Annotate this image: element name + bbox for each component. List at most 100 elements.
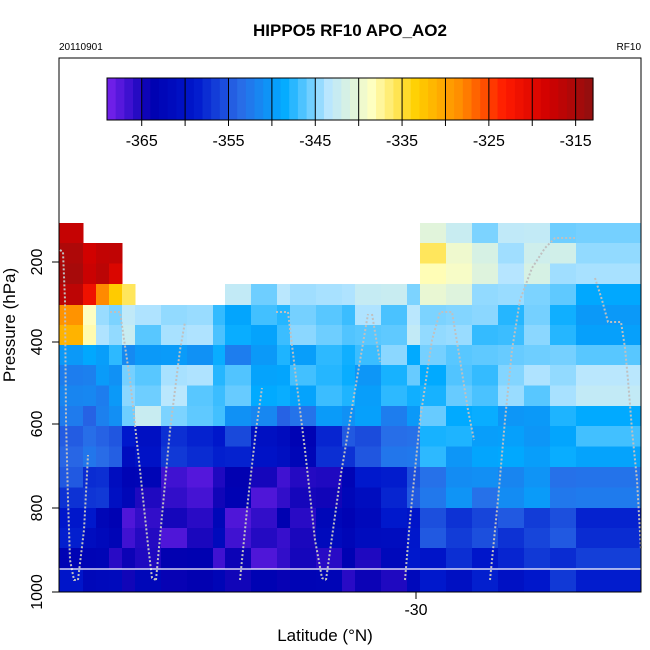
heatmap-cell: [174, 325, 188, 346]
heatmap-cell: [498, 569, 512, 593]
heatmap-cell: [290, 508, 304, 529]
heatmap-cell: [459, 345, 473, 366]
heatmap-cell: [628, 446, 642, 468]
heatmap-cell: [511, 406, 525, 427]
heatmap-cell: [485, 569, 499, 593]
heatmap-cell: [628, 548, 642, 570]
heatmap-cell: [290, 528, 304, 549]
heatmap-cell: [446, 406, 460, 427]
heatmap-cell: [200, 385, 214, 407]
heatmap-cell: [303, 508, 317, 529]
heatmap-cell: [602, 325, 616, 346]
heatmap-cell: [238, 569, 252, 593]
heatmap-cell: [602, 305, 616, 326]
heatmap-cell: [264, 385, 278, 407]
heatmap-cell: [524, 284, 538, 306]
heatmap-cell: [576, 385, 590, 407]
heatmap-cell: [83, 325, 97, 346]
heatmap-cell: [59, 385, 72, 407]
heatmap-cell: [122, 426, 136, 447]
heatmap-cell: [511, 508, 525, 529]
heatmap-cell: [148, 325, 162, 346]
heatmap-cell: [537, 385, 551, 407]
heatmap-cell: [161, 569, 175, 593]
heatmap-cell: [381, 548, 395, 570]
heatmap-cell: [355, 365, 369, 386]
heatmap-cell: [290, 305, 304, 326]
heatmap-cell: [446, 548, 460, 570]
heatmap-cell: [96, 365, 110, 386]
heatmap-cell: [225, 569, 239, 593]
colorbar-swatch: [306, 78, 316, 120]
colorbar-swatch: [566, 78, 577, 120]
heatmap-cell: [628, 284, 642, 306]
heatmap-cell: [264, 406, 278, 427]
heatmap-cell: [381, 406, 395, 427]
heatmap-cell: [148, 406, 162, 427]
heatmap-cell: [135, 365, 149, 386]
heatmap-cell: [550, 263, 564, 285]
heatmap-cell: [394, 365, 408, 386]
heatmap-cell: [472, 426, 486, 447]
heatmap-cell: [498, 528, 512, 549]
heatmap-cell: [537, 325, 551, 346]
heatmap-cell: [589, 569, 603, 593]
heatmap-cell: [71, 243, 84, 264]
heatmap-cell: [316, 446, 330, 468]
heatmap-cell: [485, 223, 499, 244]
colorbar-swatch: [497, 78, 507, 120]
heatmap-cell: [329, 305, 343, 326]
heatmap-cell: [329, 385, 343, 407]
heatmap-cell: [433, 406, 447, 427]
heatmap-cell: [498, 345, 512, 366]
heatmap-cell: [589, 508, 603, 529]
heatmap-cell: [135, 426, 149, 447]
y-axis-label: Pressure (hPa): [0, 268, 19, 382]
heatmap-cell: [316, 548, 330, 570]
heatmap-cell: [200, 508, 214, 529]
heatmap-cell: [303, 385, 317, 407]
heatmap-cell: [71, 528, 84, 549]
heatmap-cell: [109, 325, 123, 346]
heatmap-cell: [342, 569, 356, 593]
heatmap-cell: [200, 467, 214, 488]
heatmap-cell: [511, 528, 525, 549]
heatmap-cell: [213, 528, 226, 549]
heatmap-cell: [174, 508, 188, 529]
heatmap-cell: [187, 385, 201, 407]
heatmap-cell: [602, 243, 616, 264]
colorbar-swatch: [176, 78, 186, 120]
heatmap-cell: [446, 223, 460, 244]
heatmap-cell: [472, 446, 486, 468]
heatmap-cell: [368, 528, 382, 549]
colorbar-swatch: [558, 78, 568, 120]
heatmap-cell: [213, 487, 226, 509]
heatmap-cell: [433, 385, 447, 407]
chart-title: HIPPO5 RF10 APO_AO2: [253, 21, 447, 40]
heatmap-cell: [329, 548, 343, 570]
heatmap-cell: [264, 446, 278, 468]
colorbar-swatch: [263, 78, 273, 120]
heatmap-cell: [225, 284, 239, 306]
heatmap-cell: [161, 548, 175, 570]
heatmap-cell: [71, 508, 84, 529]
heatmap-cell: [563, 345, 577, 366]
flight-track-segment: [489, 237, 575, 581]
heatmap-cell: [576, 508, 590, 529]
colorbar-swatch: [245, 78, 256, 120]
colorbar-swatch: [332, 78, 342, 120]
flight-track-segment: [110, 311, 157, 581]
flight-track-segment: [371, 313, 381, 363]
heatmap-cell: [394, 385, 408, 407]
heatmap-cell: [433, 569, 447, 593]
heatmap-cell: [290, 406, 304, 427]
heatmap-cell: [433, 223, 447, 244]
flight-label: RF10: [617, 42, 642, 53]
heatmap-cell: [446, 528, 460, 549]
heatmap-cell: [71, 305, 84, 326]
heatmap-cell: [550, 467, 564, 488]
heatmap-cell: [71, 426, 84, 447]
heatmap-cell: [381, 305, 395, 326]
colorbar-swatch: [167, 78, 178, 120]
heatmap-cell: [277, 305, 291, 326]
